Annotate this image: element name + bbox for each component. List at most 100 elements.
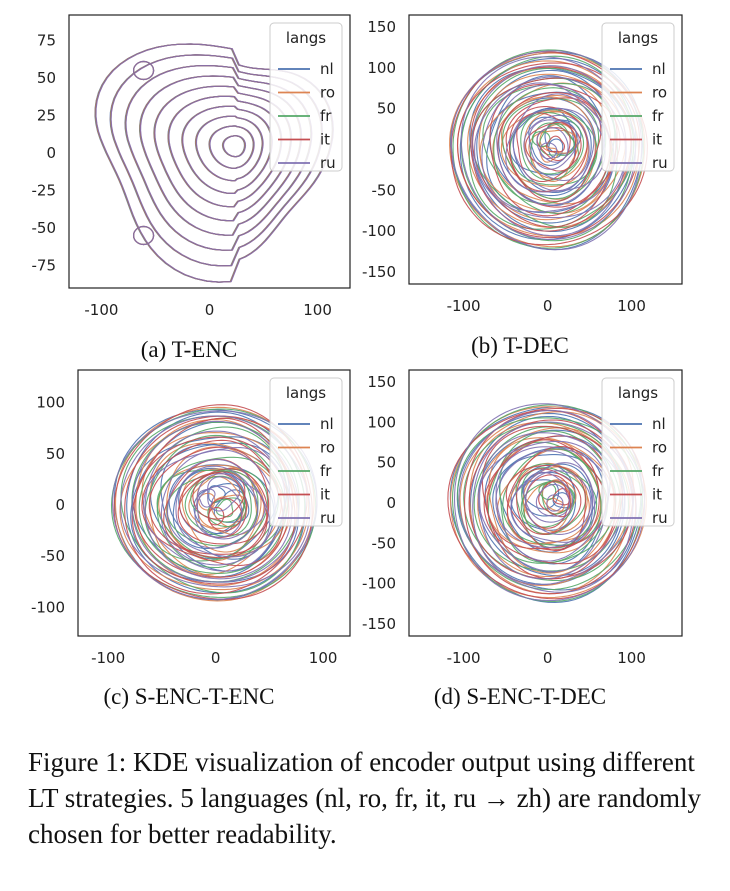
subcaption: (d) S-ENC-T-DEC [434, 684, 606, 709]
contour-ro [149, 442, 282, 575]
contour-ru [474, 76, 627, 219]
legend-label-fr: fr [320, 462, 332, 480]
legend-title: langs [286, 384, 326, 402]
legend-label-fr: fr [320, 107, 332, 125]
plot-frame [68, 14, 351, 289]
contour-it [468, 419, 634, 580]
contour-it [148, 446, 270, 559]
small-mode-ru [132, 225, 155, 246]
contour-ru [160, 449, 276, 566]
contours-it [113, 404, 313, 600]
contour-ru [478, 440, 609, 572]
contour-ru [524, 470, 592, 535]
legend-label-ru: ru [320, 509, 336, 527]
contour-ru [168, 95, 283, 208]
y-tick-label: 50 [377, 454, 396, 472]
contour-it [464, 409, 637, 595]
legend-label-it: it [652, 131, 662, 149]
contour-ru [182, 105, 273, 194]
legend-label-fr: fr [652, 462, 664, 480]
contour-ro [479, 82, 612, 214]
x-tick-label: -100 [447, 649, 481, 667]
contour-ru [120, 415, 311, 588]
contour-ru [131, 420, 300, 583]
contour-ru [528, 119, 579, 170]
legend-title: langs [618, 384, 658, 402]
contour-ru [139, 75, 303, 236]
x-tick-label: -100 [91, 649, 125, 667]
contour-ru [536, 127, 569, 163]
contour-fr [521, 467, 587, 536]
legend-label-it: it [320, 486, 330, 504]
subcaption: (c) S-ENC-T-ENC [104, 684, 275, 709]
panel-2: -100 0 100 150 100 50 0 -50 -100 -150 langs nl ro fr i… [362, 14, 683, 358]
x-tick-label: 0 [543, 649, 553, 667]
contour-fr [463, 422, 630, 582]
contour-ru [453, 403, 646, 602]
contour-ru [472, 421, 635, 586]
contour-ru [209, 125, 255, 170]
legend-label-nl: nl [320, 415, 334, 433]
contour-it [131, 417, 296, 585]
y-tick-label: -25 [32, 182, 57, 200]
contour-fr [457, 417, 642, 591]
legend-title: langs [618, 29, 658, 47]
contour-ru [539, 142, 558, 160]
x-tick-label: 100 [617, 297, 646, 315]
contour-ru [510, 462, 596, 543]
y-tick-label: 100 [367, 59, 396, 77]
contour-ru [458, 410, 634, 593]
contour-fr [120, 415, 306, 594]
contour-it [489, 83, 621, 217]
contour-area [110, 404, 318, 602]
contour-it [508, 106, 588, 192]
y-tick-label: 150 [367, 373, 396, 391]
contour-ru [546, 494, 564, 512]
contour-it [546, 135, 566, 153]
y-tick-label: 100 [36, 394, 65, 412]
legend-label-ro: ro [652, 84, 667, 102]
plot-frame [77, 369, 351, 637]
contour-fr [468, 67, 635, 230]
contour-ru [125, 65, 313, 251]
y-tick-label: 0 [386, 141, 396, 159]
y-tick-label: -100 [362, 222, 396, 240]
plot-frame [408, 14, 683, 285]
contour-fr [138, 426, 289, 574]
legend-label-fr: fr [652, 107, 664, 125]
contour-fr [473, 426, 621, 572]
legend-label-nl: nl [320, 60, 334, 78]
contour-it [516, 468, 582, 535]
panel-4: -100 0 100 150 100 50 0 -50 -100 -150 langs nl ro fr i… [362, 369, 683, 709]
y-tick-label: -50 [41, 547, 66, 565]
legend-label-it: it [652, 486, 662, 504]
contour-fr [520, 112, 585, 181]
y-tick-label: 0 [386, 494, 396, 512]
contour-it [506, 445, 600, 551]
y-tick-label: -100 [362, 575, 396, 593]
panel-1: -100 0 100 75 50 25 0 -25 -50 -75 langs nl ro fr it ru (… [32, 14, 351, 362]
contour-ru [195, 115, 264, 182]
contour-area [94, 43, 334, 283]
legend-label-nl: nl [652, 60, 666, 78]
y-tick-label: -100 [31, 598, 65, 616]
x-tick-label: 0 [543, 297, 553, 315]
y-tick-label: 50 [46, 445, 65, 463]
contour-ru [496, 83, 604, 206]
y-tick-label: 25 [37, 107, 56, 125]
contour-ro [158, 464, 262, 562]
contour-it [134, 436, 290, 578]
legend-title: langs [286, 29, 326, 47]
x-tick-label: 100 [617, 649, 646, 667]
contour-ru [505, 93, 606, 193]
subcaption: (b) T-DEC [471, 333, 569, 358]
contour-fr [539, 122, 575, 156]
contour-fr [493, 87, 607, 205]
y-tick-label: 0 [46, 144, 56, 162]
panel-3: -100 0 100 100 50 0 -50 -100 langs nl ro fr it ru (c) … [31, 369, 351, 709]
y-tick-label: 50 [377, 100, 396, 118]
contour-ru [166, 459, 271, 558]
contour-it [481, 425, 623, 580]
contour-ru [154, 85, 293, 222]
